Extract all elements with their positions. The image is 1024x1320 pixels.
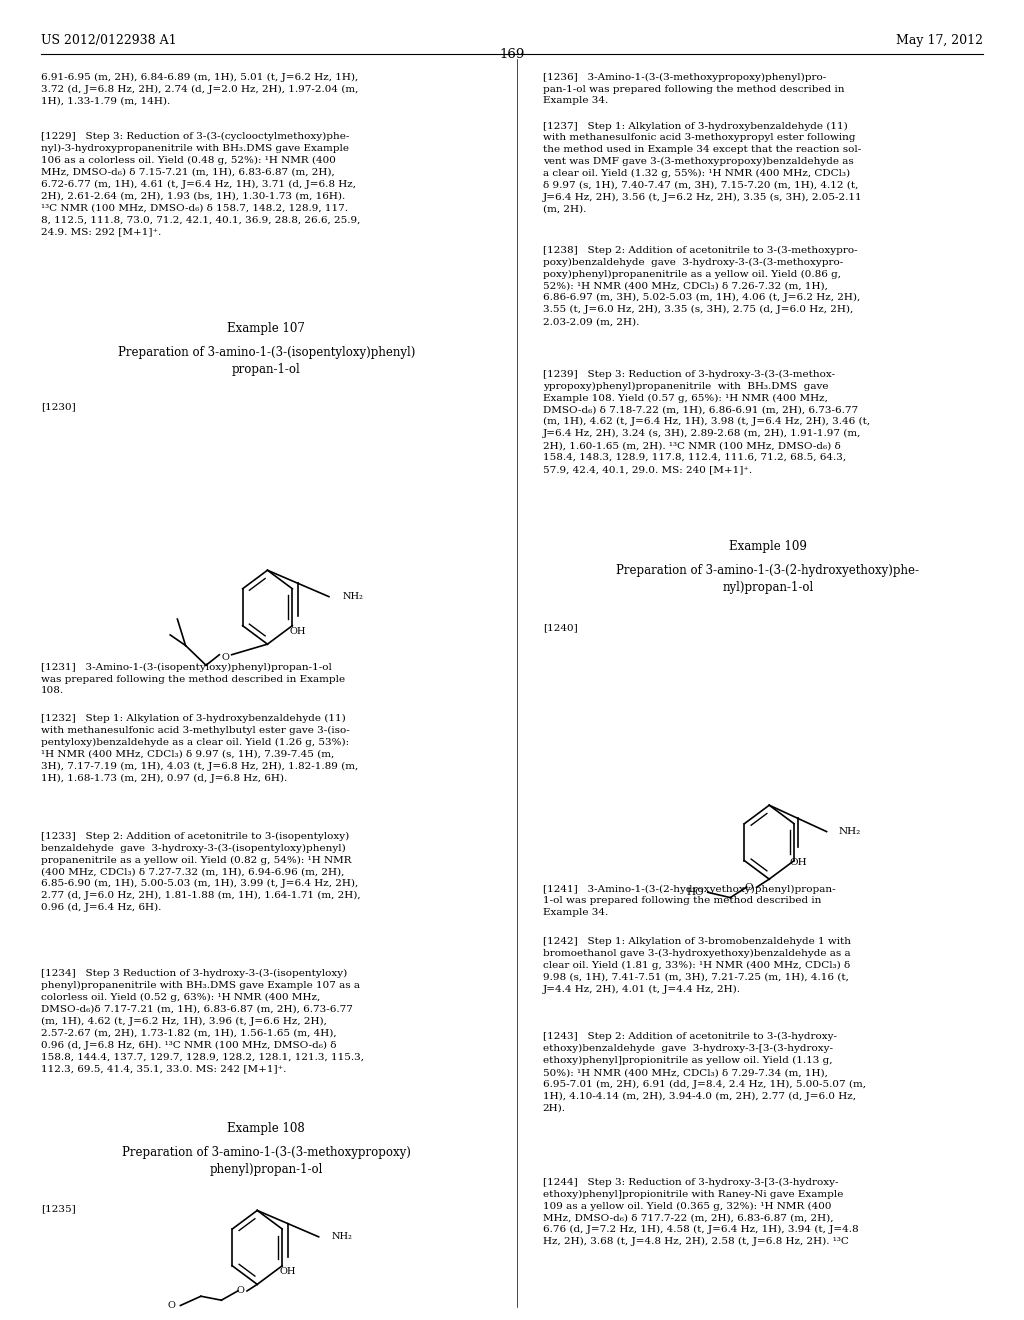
Text: Preparation of 3-amino-1-(3-(3-methoxypropoxy)
phenyl)propan-1-ol: Preparation of 3-amino-1-(3-(3-methoxypr… [122, 1146, 411, 1176]
Text: [1233]   Step 2: Addition of acetonitrile to 3-(isopentyloxy)
benzaldehyde  gave: [1233] Step 2: Addition of acetonitrile … [41, 832, 360, 912]
Text: [1237]   Step 1: Alkylation of 3-hydroxybenzaldehyde (11)
with methanesulfonic a: [1237] Step 1: Alkylation of 3-hydroxybe… [543, 121, 862, 214]
Text: [1236]   3-Amino-1-(3-(3-methoxypropoxy)phenyl)pro-
pan-1-ol was prepared follow: [1236] 3-Amino-1-(3-(3-methoxypropoxy)ph… [543, 73, 844, 106]
Text: NH₂: NH₂ [839, 828, 861, 836]
Text: O: O [744, 883, 753, 891]
Text: Example 108: Example 108 [227, 1122, 305, 1135]
Text: [1240]: [1240] [543, 623, 578, 632]
Text: Preparation of 3-amino-1-(3-(2-hydroxyethoxy)phe-
nyl)propan-1-ol: Preparation of 3-amino-1-(3-(2-hydroxyet… [616, 564, 920, 594]
Text: [1239]   Step 3: Reduction of 3-hydroxy-3-(3-(3-methox-
ypropoxy)phenyl)propanen: [1239] Step 3: Reduction of 3-hydroxy-3-… [543, 370, 869, 474]
Text: OH: OH [290, 627, 306, 636]
Text: Example 109: Example 109 [729, 540, 807, 553]
Text: US 2012/0122938 A1: US 2012/0122938 A1 [41, 34, 176, 48]
Text: [1244]   Step 3: Reduction of 3-hydroxy-3-[3-(3-hydroxy-
ethoxy)phenyl]propionit: [1244] Step 3: Reduction of 3-hydroxy-3-… [543, 1177, 858, 1246]
Text: [1243]   Step 2: Addition of acetonitrile to 3-(3-hydroxy-
ethoxy)benzaldehyde  : [1243] Step 2: Addition of acetonitrile … [543, 1032, 865, 1113]
Text: [1242]   Step 1: Alkylation of 3-bromobenzaldehyde 1 with
bromoethanol gave 3-(3: [1242] Step 1: Alkylation of 3-bromobenz… [543, 937, 851, 994]
Text: OH: OH [280, 1267, 296, 1276]
Text: HO: HO [686, 888, 703, 896]
Text: 169: 169 [500, 48, 524, 61]
Text: [1241]   3-Amino-1-(3-(2-hydroxyethoxy)phenyl)propan-
1-ol was prepared followin: [1241] 3-Amino-1-(3-(2-hydroxyethoxy)phe… [543, 884, 836, 917]
Text: Example 107: Example 107 [227, 322, 305, 335]
Text: [1238]   Step 2: Addition of acetonitrile to 3-(3-methoxypro-
poxy)benzaldehyde : [1238] Step 2: Addition of acetonitrile … [543, 246, 860, 326]
Text: [1229]   Step 3: Reduction of 3-(3-(cyclooctylmethoxy)phe-
nyl)-3-hydroxypropane: [1229] Step 3: Reduction of 3-(3-(cycloo… [41, 132, 360, 236]
Text: [1234]   Step 3 Reduction of 3-hydroxy-3-(3-(isopentyloxy)
phenyl)propanenitrile: [1234] Step 3 Reduction of 3-hydroxy-3-(… [41, 969, 364, 1073]
Text: O: O [237, 1287, 244, 1295]
Text: NH₂: NH₂ [332, 1233, 353, 1241]
Text: OH: OH [790, 858, 807, 867]
Text: O: O [168, 1302, 175, 1309]
Text: [1231]   3-Amino-1-(3-(isopentyloxy)phenyl)propan-1-ol
was prepared following th: [1231] 3-Amino-1-(3-(isopentyloxy)phenyl… [41, 663, 345, 696]
Text: NH₂: NH₂ [342, 593, 364, 601]
Text: May 17, 2012: May 17, 2012 [896, 34, 983, 48]
Text: Preparation of 3-amino-1-(3-(isopentyloxy)phenyl)
propan-1-ol: Preparation of 3-amino-1-(3-(isopentylox… [118, 346, 415, 376]
Text: [1232]   Step 1: Alkylation of 3-hydroxybenzaldehyde (11)
with methanesulfonic a: [1232] Step 1: Alkylation of 3-hydroxybe… [41, 714, 358, 783]
Text: [1230]: [1230] [41, 403, 76, 412]
Text: 6.91-6.95 (m, 2H), 6.84-6.89 (m, 1H), 5.01 (t, J=6.2 Hz, 1H),
3.72 (d, J=6.8 Hz,: 6.91-6.95 (m, 2H), 6.84-6.89 (m, 1H), 5.… [41, 73, 358, 106]
Text: [1235]: [1235] [41, 1204, 76, 1213]
Text: O: O [221, 653, 229, 661]
